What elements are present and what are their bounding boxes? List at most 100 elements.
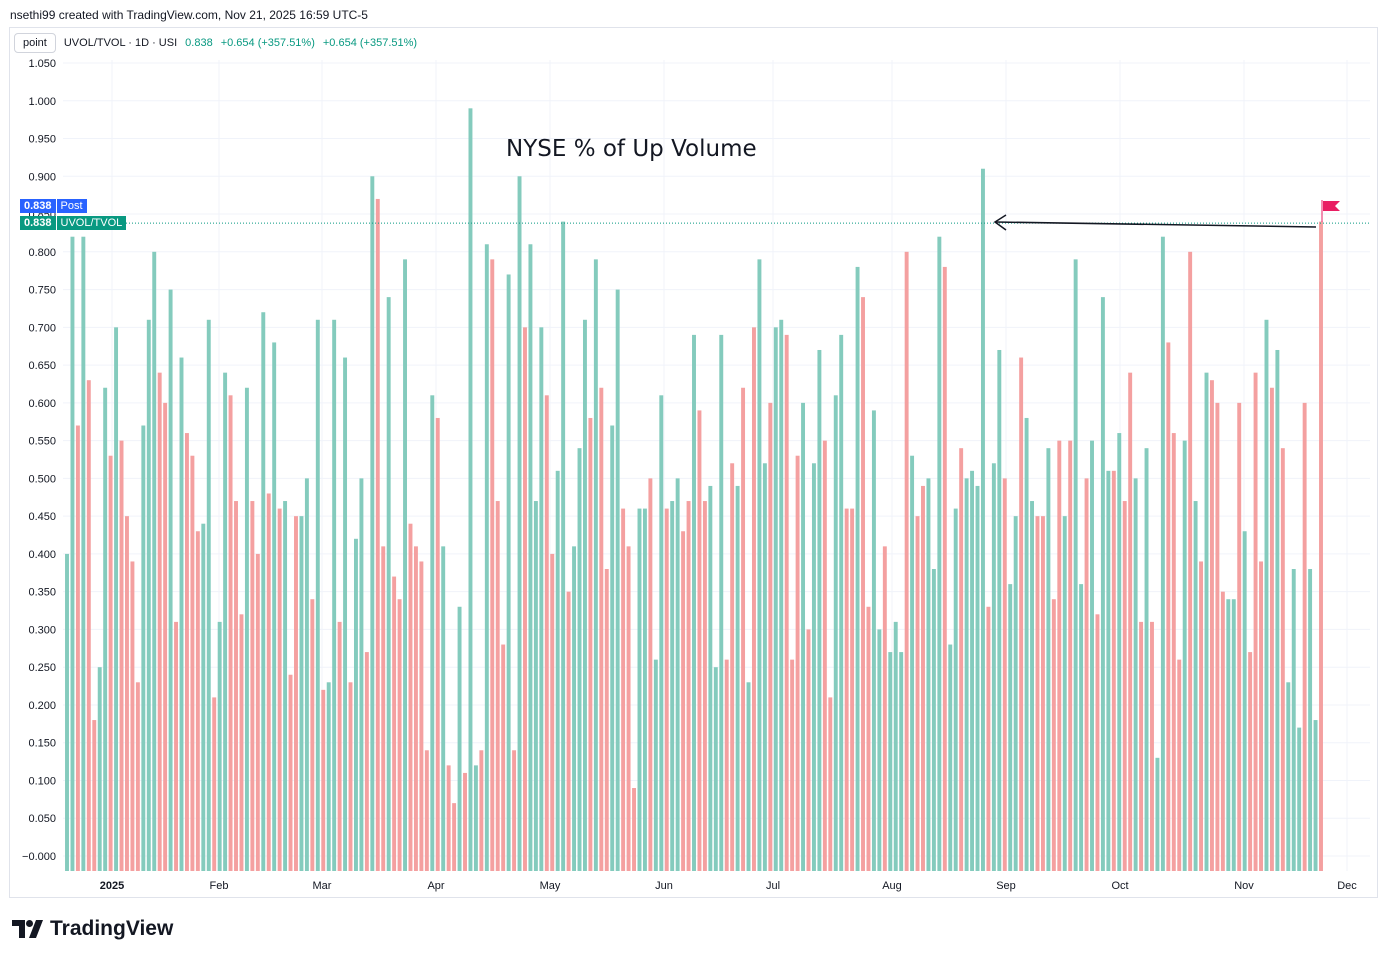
bar[interactable] (795, 455, 800, 871)
bar[interactable] (659, 395, 664, 871)
bar[interactable] (223, 372, 228, 871)
bar[interactable] (1106, 470, 1111, 871)
bar[interactable] (97, 667, 102, 871)
bar[interactable] (381, 546, 386, 871)
bar[interactable] (1199, 561, 1204, 871)
bar[interactable] (1226, 599, 1231, 871)
bar[interactable] (544, 395, 549, 871)
bar[interactable] (1046, 448, 1051, 871)
bar[interactable] (108, 455, 113, 871)
bar[interactable] (212, 697, 217, 871)
bar[interactable] (250, 501, 255, 871)
bar[interactable] (1155, 757, 1160, 871)
bar[interactable] (1068, 440, 1073, 871)
bar[interactable] (724, 659, 729, 871)
point-mode-button[interactable]: point (14, 33, 56, 53)
bar[interactable] (304, 478, 309, 871)
bar[interactable] (675, 478, 680, 871)
bar[interactable] (1177, 659, 1182, 871)
bar[interactable] (255, 553, 260, 871)
bar[interactable] (1133, 478, 1138, 871)
bar[interactable] (670, 501, 675, 871)
bar[interactable] (653, 659, 658, 871)
bar[interactable] (217, 621, 222, 871)
bar[interactable] (86, 380, 91, 871)
bar[interactable] (561, 221, 566, 872)
bar[interactable] (1308, 569, 1313, 871)
bar[interactable] (790, 659, 795, 871)
bar[interactable] (1171, 433, 1176, 871)
bar[interactable] (146, 319, 151, 871)
tradingview-brand[interactable]: TradingView (12, 917, 173, 941)
bar[interactable] (850, 508, 855, 871)
bar[interactable] (1057, 440, 1062, 871)
bar[interactable] (806, 629, 811, 871)
bar[interactable] (746, 682, 751, 871)
bar[interactable] (168, 289, 173, 872)
symbol-title[interactable]: UVOL/TVOL · 1D · USI (63, 37, 178, 49)
bar[interactable] (370, 176, 375, 872)
bar[interactable] (1291, 569, 1296, 871)
bar[interactable] (871, 410, 876, 871)
bar[interactable] (566, 591, 571, 871)
bar[interactable] (386, 297, 391, 872)
bar[interactable] (1008, 584, 1013, 871)
bar[interactable] (904, 251, 909, 872)
bar[interactable] (692, 334, 696, 871)
bar[interactable] (1269, 387, 1274, 871)
bar[interactable] (190, 455, 195, 871)
bar[interactable] (228, 395, 233, 871)
bar[interactable] (877, 629, 882, 871)
bar[interactable] (1030, 501, 1034, 871)
bar[interactable] (555, 470, 560, 871)
bar[interactable] (768, 402, 773, 871)
bar[interactable] (419, 561, 424, 871)
bar[interactable] (986, 606, 991, 871)
bar[interactable] (157, 372, 162, 871)
bar[interactable] (1259, 561, 1263, 871)
bar[interactable] (1144, 448, 1149, 871)
bar[interactable] (921, 485, 925, 871)
bar[interactable] (1182, 440, 1187, 871)
bar[interactable] (888, 652, 893, 871)
bar[interactable] (430, 395, 435, 871)
bar[interactable] (473, 765, 478, 871)
bar[interactable] (403, 259, 407, 871)
bar[interactable] (893, 621, 898, 871)
bar[interactable] (648, 478, 653, 871)
bar[interactable] (828, 697, 833, 871)
bar[interactable] (125, 516, 129, 871)
bar[interactable] (512, 750, 517, 871)
bar[interactable] (375, 198, 380, 871)
bar[interactable] (773, 327, 778, 871)
bar[interactable] (457, 606, 462, 871)
bar[interactable] (970, 470, 975, 871)
bar[interactable] (713, 667, 718, 871)
bar[interactable] (261, 312, 266, 871)
bar[interactable] (811, 463, 816, 871)
bar[interactable] (528, 244, 533, 871)
bar[interactable] (463, 772, 467, 871)
bar[interactable] (413, 546, 418, 871)
bar[interactable] (1117, 433, 1122, 871)
bar[interactable] (1079, 584, 1084, 871)
bar[interactable] (348, 682, 353, 871)
bar[interactable] (626, 546, 631, 871)
bar[interactable] (866, 606, 871, 871)
bar[interactable] (435, 417, 440, 871)
bar[interactable] (855, 266, 860, 871)
bar[interactable] (1248, 652, 1253, 871)
bar[interactable] (577, 448, 582, 871)
bar[interactable] (997, 349, 1002, 871)
bar[interactable] (1002, 478, 1007, 871)
bar[interactable] (615, 289, 620, 872)
bar[interactable] (621, 508, 626, 871)
bar[interactable] (321, 689, 326, 871)
bar[interactable] (1204, 372, 1209, 871)
bar[interactable] (708, 485, 713, 871)
bar[interactable] (75, 425, 80, 871)
bar[interactable] (784, 334, 789, 871)
bar[interactable] (1242, 531, 1247, 871)
bar[interactable] (844, 508, 849, 871)
bar[interactable] (610, 425, 615, 871)
